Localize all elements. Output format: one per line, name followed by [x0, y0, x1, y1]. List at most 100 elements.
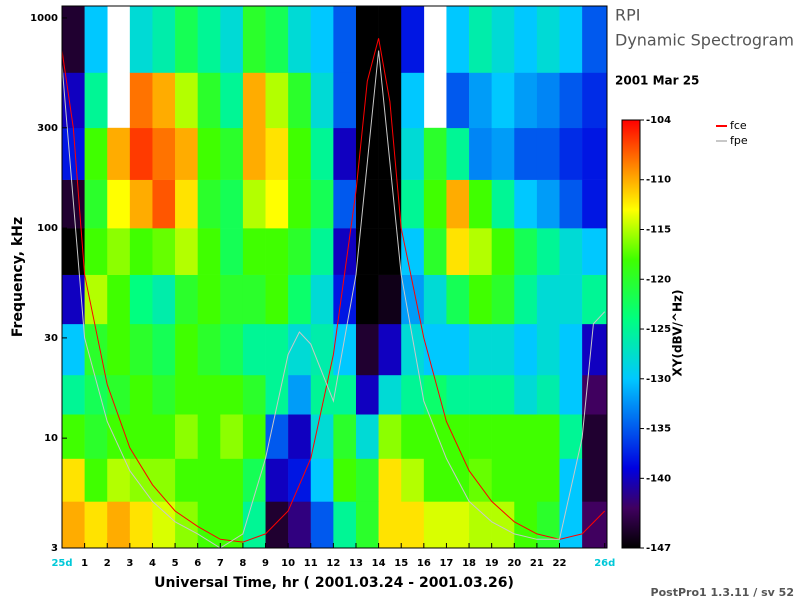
x-tick-label: 14	[372, 558, 386, 569]
spectrogram-cell	[559, 179, 583, 229]
y-tick-label: 300	[37, 123, 58, 134]
spectrogram-cell	[469, 414, 492, 459]
spectrogram-cell	[220, 274, 244, 325]
y-tick-label: 30	[44, 333, 58, 344]
spectrogram-cell	[265, 374, 289, 415]
spectrogram-cell	[559, 458, 583, 502]
spectrogram-cell	[582, 501, 608, 549]
spectrogram-cell	[401, 414, 425, 459]
spectrogram-cell	[310, 72, 334, 129]
spectrogram-cell	[333, 501, 357, 549]
spectrogram-cell	[129, 127, 153, 180]
spectrogram-cell	[84, 274, 108, 325]
spectrogram-cell	[401, 458, 425, 502]
spectrogram-cell	[242, 323, 266, 376]
spectrogram-cell	[84, 179, 108, 229]
spectrogram-cell	[423, 374, 447, 415]
spectrogram-cell	[288, 501, 312, 549]
spectrogram-cell	[469, 127, 492, 180]
spectrogram-cell	[559, 72, 583, 129]
spectrogram-cell	[197, 323, 221, 376]
spectrogram-cell	[423, 274, 447, 325]
spectrogram-cell	[355, 127, 379, 180]
spectrogram-cell	[582, 127, 608, 180]
spectrogram-cell	[84, 374, 108, 415]
spectrogram-cell	[355, 179, 379, 229]
spectrogram-cell	[62, 6, 85, 73]
spectrogram-cell	[84, 458, 108, 502]
spectrogram-cell	[491, 374, 515, 415]
spectrogram-cell	[491, 228, 515, 275]
x-tick-label: 21	[530, 558, 544, 569]
spectrogram-cell	[107, 414, 131, 459]
spectrogram-cell	[446, 414, 470, 459]
spectrogram-cell	[152, 228, 176, 275]
spectrogram-cell	[333, 374, 357, 415]
spectrogram-cell	[129, 179, 153, 229]
spectrogram-cell	[469, 374, 492, 415]
colorbar	[621, 119, 641, 549]
spectrogram-cell	[197, 458, 221, 502]
spectrogram-cell	[401, 501, 425, 549]
spectrogram-cell	[175, 72, 198, 129]
chart-title: RPI	[615, 6, 640, 25]
spectrogram-cell	[242, 72, 266, 129]
x-tick-label: 2	[104, 558, 111, 569]
spectrogram-cell	[333, 274, 357, 325]
spectrogram-cell	[491, 414, 515, 459]
spectrogram-cell	[62, 374, 85, 415]
spectrogram-cell	[333, 6, 357, 73]
spectrogram-cell	[310, 374, 334, 415]
spectrogram-cell	[129, 72, 153, 129]
x-tick-label: 3	[126, 558, 133, 569]
spectrogram-cell	[242, 374, 266, 415]
x-tick-label: 9	[262, 558, 269, 569]
spectrogram-cell	[378, 6, 402, 73]
spectrogram-cell	[514, 414, 538, 459]
spectrogram-cell	[107, 323, 131, 376]
spectrogram-cell	[423, 501, 447, 549]
spectrogram-cell	[197, 6, 221, 73]
spectrogram-cell	[514, 458, 538, 502]
spectrogram-cell	[129, 414, 153, 459]
spectrogram-cell	[423, 458, 447, 502]
spectrogram-cell	[310, 274, 334, 325]
spectrogram-cell	[423, 127, 447, 180]
spectrogram-cell	[220, 72, 244, 129]
y-axis-label: Frequency, kHz	[10, 217, 26, 337]
spectrogram-cell	[220, 179, 244, 229]
spectrogram-cell	[310, 179, 334, 229]
spectrogram-cell	[129, 6, 153, 73]
spectrogram-cell	[310, 323, 334, 376]
spectrogram-cell	[582, 414, 608, 459]
spectrogram-cell	[446, 323, 470, 376]
spectrogram-cell	[175, 127, 198, 180]
x-tick-label: 18	[462, 558, 476, 569]
spectrogram-cell	[288, 414, 312, 459]
spectrogram-cell	[310, 458, 334, 502]
spectrogram-cell	[84, 414, 108, 459]
spectrogram-cell	[62, 127, 85, 180]
spectrogram-cell	[107, 228, 131, 275]
colorbar-label: XY(dBV/^Hz)	[671, 290, 685, 377]
spectrogram-cell	[582, 72, 608, 129]
x-tick-label: 16	[417, 558, 431, 569]
spectrogram-cell	[333, 414, 357, 459]
spectrogram-cell	[582, 6, 608, 73]
x-tick-label: 19	[485, 558, 499, 569]
spectrogram-cell	[175, 458, 198, 502]
spectrogram-cell	[333, 179, 357, 229]
spectrogram-cell	[288, 274, 312, 325]
x-tick-label: 11	[304, 558, 318, 569]
spectrogram-cell	[401, 179, 425, 229]
spectrogram-cell	[514, 6, 538, 73]
spectrogram-cell	[197, 274, 221, 325]
spectrogram-cell	[559, 127, 583, 180]
spectrogram-cell	[514, 127, 538, 180]
colorbar-tick-label: -104	[646, 115, 671, 126]
spectrogram-cell	[242, 414, 266, 459]
spectrogram-cell	[378, 323, 402, 376]
spectrogram-cell	[582, 228, 608, 275]
spectrogram-cell	[378, 274, 402, 325]
spectrogram-cell	[514, 323, 538, 376]
